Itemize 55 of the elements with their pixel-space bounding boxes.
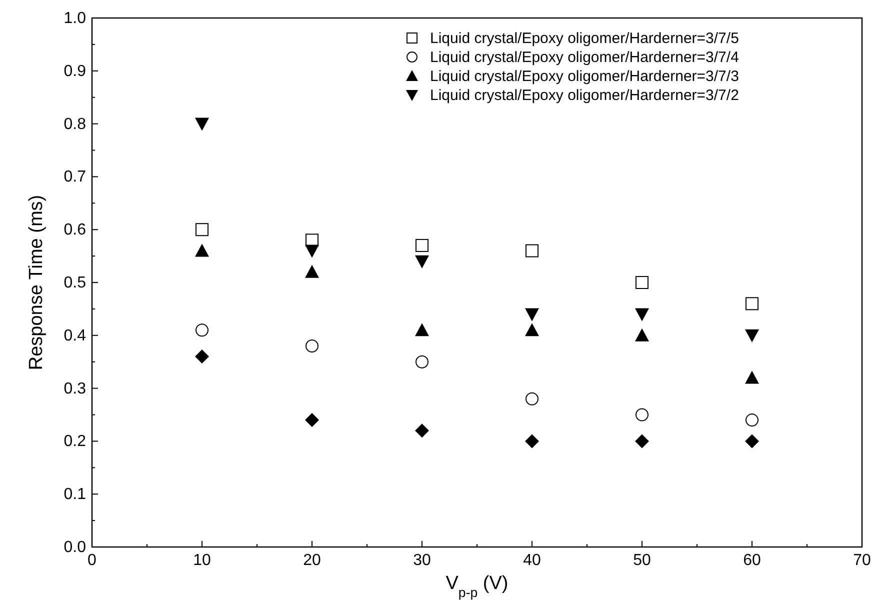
y-tick-label: 0.9 bbox=[64, 62, 86, 80]
point bbox=[195, 350, 209, 364]
point bbox=[525, 434, 539, 448]
x-tick-label: 20 bbox=[303, 552, 321, 569]
point bbox=[195, 118, 209, 131]
point bbox=[745, 329, 759, 342]
y-tick-label: 0.4 bbox=[64, 327, 86, 344]
y-tick-label: 0.8 bbox=[64, 116, 86, 133]
point bbox=[636, 408, 648, 422]
y-tick-label: 0.7 bbox=[64, 168, 86, 186]
legend-label: Liquid crystal/Epoxy oligomer/Harderner=3/7/3 bbox=[430, 68, 739, 85]
point bbox=[745, 434, 759, 448]
point bbox=[526, 392, 538, 406]
legend-label: Liquid crystal/Epoxy oligomer/Harderner=3/7/5 bbox=[430, 30, 739, 47]
x-axis-title: V$_{p-p}$ (V) bbox=[446, 573, 508, 600]
x-tick-label: 50 bbox=[633, 552, 651, 569]
point bbox=[635, 434, 649, 448]
point bbox=[746, 297, 758, 310]
x-tick-label: 60 bbox=[743, 552, 761, 569]
x-tick-label: 30 bbox=[413, 552, 431, 569]
x-tick-label: 0 bbox=[88, 552, 97, 569]
point bbox=[305, 413, 319, 428]
y-axis-title: Response Time (ms) bbox=[26, 194, 47, 370]
y-tick-label: 0.2 bbox=[64, 433, 86, 450]
point bbox=[635, 328, 649, 342]
y-tick-label: 0.6 bbox=[64, 222, 86, 239]
point bbox=[415, 424, 429, 438]
point bbox=[636, 276, 648, 289]
point bbox=[196, 223, 208, 236]
x-tick-label: 40 bbox=[523, 552, 541, 569]
point bbox=[525, 323, 539, 336]
point bbox=[196, 324, 208, 337]
y-tick-label: 1.0 bbox=[64, 10, 86, 27]
point bbox=[416, 355, 428, 368]
legend-label: Liquid crystal/Epoxy oligomer/Harderner=3/7/2 bbox=[430, 87, 739, 104]
y-tick-label: 0.1 bbox=[64, 486, 86, 504]
y-tick-label: 0.5 bbox=[64, 274, 86, 292]
y-tick-label: 0.3 bbox=[64, 380, 86, 398]
point bbox=[415, 255, 429, 268]
point bbox=[305, 244, 319, 258]
point bbox=[306, 339, 318, 352]
point bbox=[745, 370, 759, 384]
legend-label: Liquid crystal/Epoxy oligomer/Harderner=3/7/4 bbox=[430, 49, 739, 66]
x-tick-label: 70 bbox=[853, 552, 871, 569]
point bbox=[306, 234, 318, 247]
point bbox=[305, 264, 319, 278]
point bbox=[746, 414, 758, 427]
point bbox=[525, 308, 539, 322]
point bbox=[195, 244, 209, 257]
point bbox=[526, 244, 538, 258]
point bbox=[416, 238, 428, 252]
x-tick-label: 10 bbox=[193, 552, 211, 569]
point bbox=[415, 323, 429, 336]
point bbox=[635, 308, 649, 322]
y-tick-label: 0.0 bbox=[64, 539, 86, 556]
